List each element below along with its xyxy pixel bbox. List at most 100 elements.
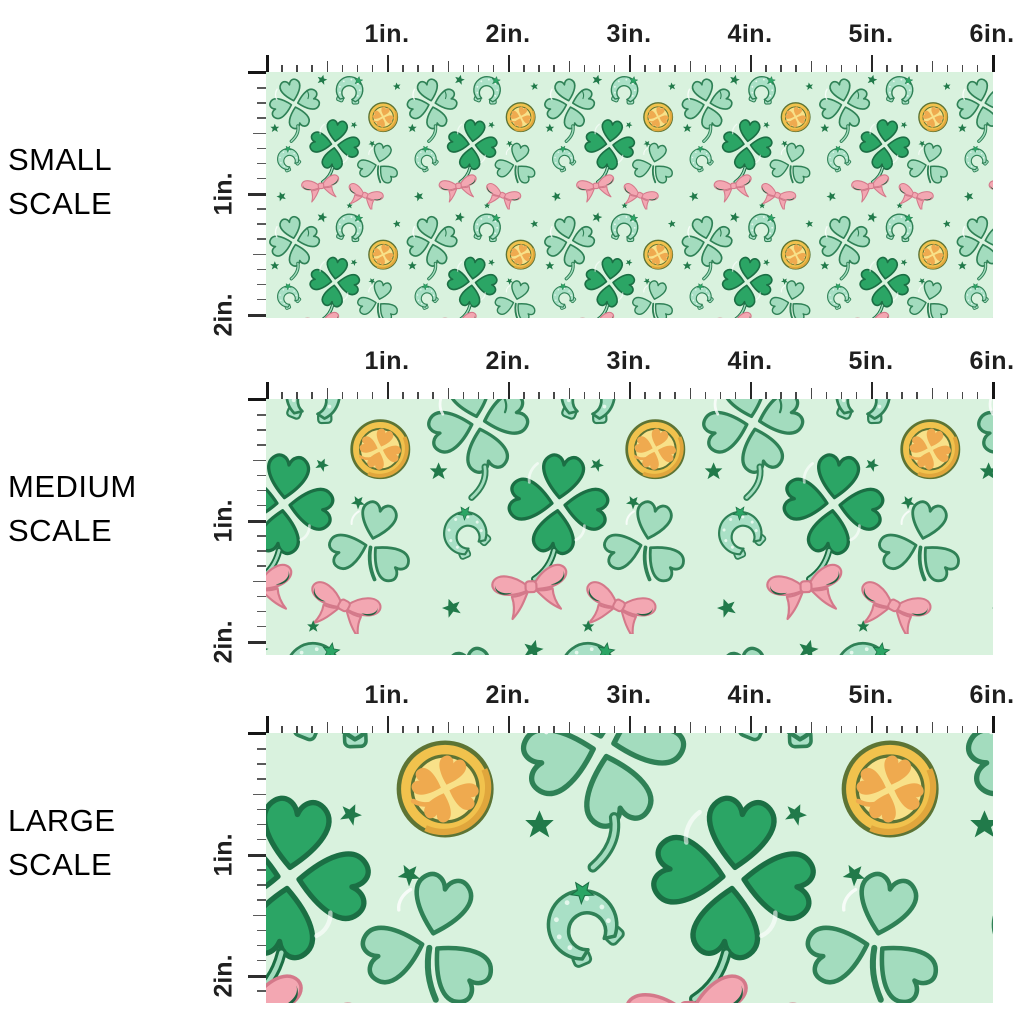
ruler-tick bbox=[659, 392, 661, 399]
ruler-tick bbox=[659, 726, 661, 733]
ruler-tick bbox=[257, 444, 266, 446]
scale-label-large: LARGE SCALE bbox=[8, 799, 116, 887]
ruler-tick bbox=[257, 899, 266, 901]
scale-label-line2: SCALE bbox=[8, 513, 113, 548]
ruler-tick bbox=[257, 763, 266, 765]
ruler-tick bbox=[257, 959, 266, 962]
ruler-tick bbox=[931, 388, 933, 399]
inch-label: 5in. bbox=[848, 347, 894, 375]
ruler-tick bbox=[568, 61, 570, 72]
ruler-tick bbox=[795, 65, 797, 72]
ruler-tick bbox=[341, 65, 344, 72]
ruler-tick bbox=[840, 65, 843, 72]
ruler-tick bbox=[734, 65, 737, 72]
ruler-tick bbox=[674, 65, 676, 72]
ruler-tick bbox=[795, 726, 797, 733]
vertical-inch-label: 2in. bbox=[209, 620, 238, 664]
ruler-tick bbox=[992, 55, 995, 72]
ruler-tick bbox=[477, 726, 480, 733]
ruler-tick bbox=[257, 565, 266, 567]
ruler-tick bbox=[765, 65, 767, 72]
ruler-tick bbox=[296, 726, 298, 733]
ruler-tick bbox=[704, 392, 707, 399]
ruler-tick bbox=[719, 392, 722, 399]
ruler-tick bbox=[326, 722, 328, 733]
ruler-tick bbox=[976, 726, 979, 733]
ruler-tick bbox=[553, 392, 555, 399]
ruler-tick bbox=[553, 65, 555, 72]
ruler-tick bbox=[477, 65, 480, 72]
vertical-inch-label: 1in. bbox=[209, 172, 238, 216]
ruler-tick bbox=[871, 716, 873, 733]
ruler-tick bbox=[961, 392, 964, 399]
ruler-tick bbox=[257, 838, 266, 841]
inch-label: 6in. bbox=[969, 681, 1015, 709]
scale-label-line2: SCALE bbox=[8, 186, 113, 221]
ruler-tick bbox=[248, 732, 266, 735]
ruler-tick bbox=[257, 884, 266, 886]
ruler-tick bbox=[248, 641, 266, 644]
ruler-tick bbox=[281, 65, 283, 72]
ruler-tick bbox=[257, 869, 266, 871]
ruler-tick bbox=[356, 726, 359, 733]
fabric-swatch-large bbox=[266, 733, 993, 1003]
vertical-inch-label: 2in. bbox=[209, 954, 238, 998]
fabric-swatch-medium bbox=[266, 399, 993, 655]
ruler-tick bbox=[916, 65, 918, 72]
ruler-tick bbox=[750, 716, 752, 733]
ruler-tick bbox=[855, 726, 858, 733]
ruler-tick bbox=[825, 726, 828, 733]
ruler-tick bbox=[659, 65, 661, 72]
ruler-tick bbox=[257, 823, 266, 826]
ruler-tick bbox=[780, 726, 782, 733]
ruler-tick bbox=[447, 722, 449, 733]
ruler-tick bbox=[916, 726, 918, 733]
inch-label: 4in. bbox=[727, 347, 773, 375]
ruler-tick bbox=[871, 382, 873, 399]
ruler-tick bbox=[568, 388, 570, 399]
ruler-tick bbox=[248, 193, 266, 196]
ruler-tick bbox=[257, 283, 266, 286]
ruler-tick bbox=[341, 726, 344, 733]
ruler-tick bbox=[508, 716, 510, 733]
ruler-tick bbox=[750, 382, 752, 399]
inch-label: 6in. bbox=[969, 347, 1015, 375]
ruler-tick bbox=[886, 726, 888, 733]
ruler-tick bbox=[916, 392, 918, 399]
ruler-tick bbox=[583, 392, 586, 399]
ruler-tick bbox=[447, 61, 449, 72]
inch-label: 2in. bbox=[485, 20, 531, 48]
ruler-tick bbox=[257, 990, 266, 992]
ruler-tick bbox=[257, 610, 266, 613]
ruler-tick bbox=[311, 392, 313, 399]
ruler-tick bbox=[886, 65, 888, 72]
ruler-tick bbox=[257, 504, 266, 507]
vertical-inch-label: 1in. bbox=[209, 499, 238, 543]
ruler-tick bbox=[248, 975, 266, 978]
ruler-tick bbox=[598, 65, 601, 72]
ruler-tick bbox=[689, 61, 691, 72]
ruler-tick bbox=[992, 382, 995, 399]
ruler-tick bbox=[704, 65, 707, 72]
horizontal-ruler-labels: 1in. 2in. 3in. 4in. 5in. 6in. bbox=[266, 347, 1014, 375]
ruler-tick bbox=[326, 388, 328, 399]
ruler-tick bbox=[613, 65, 616, 72]
ruler-tick bbox=[311, 65, 313, 72]
ruler-tick bbox=[674, 392, 676, 399]
vertical-inch-label: 2in. bbox=[209, 293, 238, 337]
ruler-tick bbox=[432, 726, 434, 733]
ruler-tick bbox=[257, 778, 266, 780]
ruler-tick bbox=[523, 726, 525, 733]
ruler-tick bbox=[901, 726, 903, 733]
ruler-tick bbox=[257, 268, 266, 271]
ruler-tick bbox=[538, 726, 540, 733]
ruler-tick bbox=[257, 474, 266, 477]
fabric-swatch-small bbox=[266, 72, 993, 318]
ruler-tick bbox=[689, 388, 691, 399]
inch-label: 5in. bbox=[848, 681, 894, 709]
ruler-tick bbox=[257, 147, 266, 150]
ruler-tick bbox=[644, 726, 646, 733]
ruler-tick bbox=[257, 162, 266, 165]
ruler-tick bbox=[492, 65, 495, 72]
ruler-tick bbox=[644, 65, 646, 72]
